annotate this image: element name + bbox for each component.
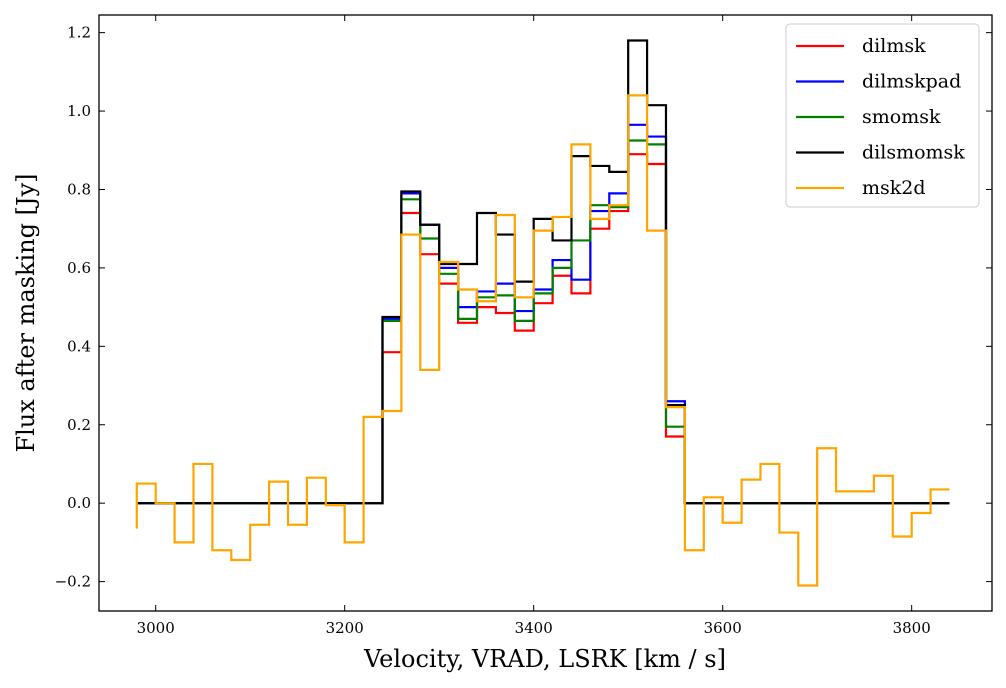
y-tick-label: 0.0 [67,494,91,512]
series-line-dilsmomsk [136,39,950,505]
y-tick-label: 0.4 [67,337,91,355]
ticks-layer: 3000 3200 3400 3600 3800 −0.2 0.0 0.2 0.4 0.6 0.8 1… [55,15,992,637]
y-tick-label: 1.2 [67,24,91,42]
y-tick-label: 0.6 [67,259,91,277]
legend-label-dilsmomsk: dilsmomsk [862,142,965,164]
legend-label-dilmskpad: dilmskpad [862,71,961,93]
series-layer [135,39,950,587]
x-tick-label: 3800 [893,619,931,637]
y-axis-label: Flux after masking [Jy] [12,173,40,452]
y-tick-label: −0.2 [55,573,91,591]
x-tick-label: 3000 [137,619,175,637]
legend: dilmsk dilmskpad smomsk dilsmomsk msk2d [785,23,980,208]
x-tick-label: 3200 [326,619,364,637]
legend-label-smomsk: smomsk [862,106,941,128]
y-tick-label: 0.8 [67,180,91,198]
x-axis-label: Velocity, VRAD, LSRK [km / s] [363,645,726,673]
legend-items: dilmsk dilmskpad smomsk dilsmomsk msk2d [796,35,965,199]
legend-label-msk2d: msk2d [862,177,926,199]
series-line-msk2d [135,94,950,587]
legend-label-dilmsk: dilmsk [862,35,926,57]
y-tick-label: 0.2 [67,416,91,434]
x-tick-label: 3400 [515,619,553,637]
x-tick-label: 3600 [704,619,742,637]
legend-box [785,23,980,208]
y-tick-label: 1.0 [67,102,91,120]
plot-frame [98,14,993,612]
